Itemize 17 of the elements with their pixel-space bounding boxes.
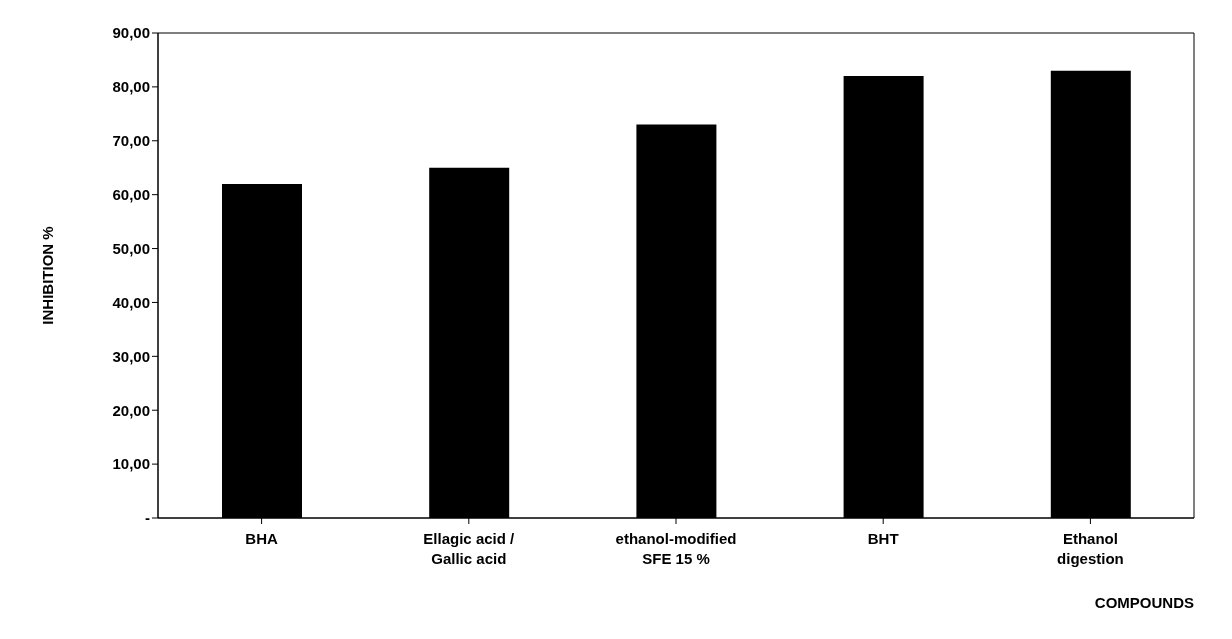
- y-tick-label: 10,00: [112, 455, 150, 473]
- y-tick-label: 30,00: [112, 347, 150, 365]
- y-axis-title: INHIBITION %: [39, 226, 57, 325]
- x-tick-label: Ethanol digestion: [1057, 530, 1124, 567]
- y-tick-label: 70,00: [112, 132, 150, 150]
- y-tick-label: -: [145, 509, 150, 527]
- y-tick-label: 20,00: [112, 401, 150, 419]
- x-tick-label: Ellagic acid / Gallic acid: [423, 530, 516, 567]
- x-axis-title: COMPOUNDS: [1094, 594, 1194, 611]
- x-tick-label: BHA: [245, 530, 279, 547]
- y-tick-label: 50,00: [112, 239, 150, 257]
- y-tick-label: 90,00: [112, 24, 150, 42]
- y-tick-label: 80,00: [112, 78, 150, 96]
- y-tick-label: 40,00: [112, 293, 150, 311]
- x-tick-label: BHT: [867, 530, 899, 547]
- x-tick-label: ethanol-modified SFE 15 %: [615, 530, 737, 567]
- y-tick-label: 60,00: [112, 185, 150, 203]
